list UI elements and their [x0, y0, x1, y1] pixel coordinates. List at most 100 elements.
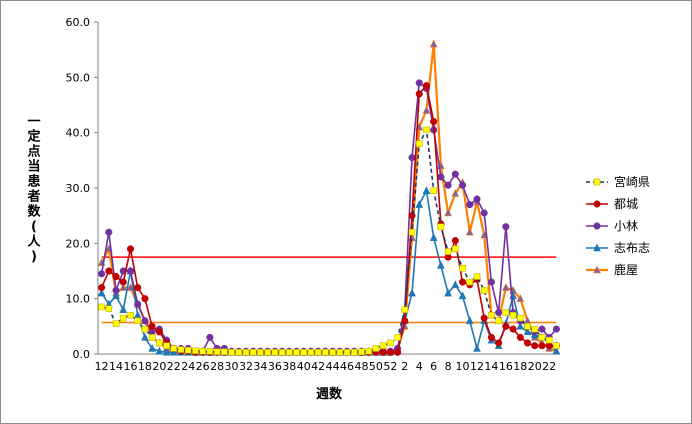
x-tick-label: 32: [239, 360, 253, 373]
data-point: [495, 317, 502, 325]
data-point: [387, 339, 394, 347]
data-point: [523, 327, 532, 336]
x-tick-label: 14: [484, 360, 498, 373]
data-point: [184, 346, 192, 354]
legend-label: 宮崎県: [614, 174, 650, 189]
data-point: [415, 90, 423, 98]
data-point: [538, 334, 546, 341]
data-point: [502, 309, 510, 316]
y-tick-label: 0.0: [73, 348, 91, 361]
data-point: [495, 339, 503, 347]
data-point: [293, 349, 300, 356]
x-tick-label: 48: [354, 360, 368, 373]
data-point: [436, 260, 445, 269]
x-tick-label: 6: [430, 360, 437, 373]
data-point: [242, 349, 250, 356]
data-point: [415, 200, 424, 208]
data-point: [126, 245, 135, 253]
data-point: [422, 82, 431, 90]
data-point: [422, 105, 431, 114]
data-point: [351, 349, 358, 356]
data-point: [538, 325, 546, 333]
data-point: [473, 343, 481, 352]
data-point: [437, 223, 445, 230]
data-point: [415, 140, 423, 147]
data-point: [105, 305, 113, 312]
legend-item: 志布志: [586, 241, 650, 255]
legend-marker: [593, 178, 601, 186]
y-tick-label: 40.0: [66, 127, 91, 140]
legend-label: 都城: [614, 197, 638, 211]
data-point: [415, 79, 423, 87]
series-layer: [97, 39, 561, 356]
data-point: [257, 349, 264, 356]
data-point: [105, 228, 113, 236]
data-point: [271, 349, 279, 356]
data-point: [97, 288, 106, 297]
x-tick-label: 26: [196, 360, 210, 373]
data-point: [444, 248, 452, 255]
data-point: [458, 291, 467, 300]
data-point: [531, 325, 538, 333]
data-point: [488, 312, 495, 319]
data-point: [430, 187, 437, 195]
data-point: [379, 348, 387, 356]
data-point: [141, 332, 149, 341]
data-point: [148, 322, 156, 330]
data-point: [466, 201, 474, 209]
data-point: [134, 300, 142, 308]
data-point: [322, 349, 329, 356]
data-point: [314, 349, 322, 356]
x-tick-label: 10: [456, 360, 470, 373]
data-point: [199, 347, 206, 355]
data-point: [466, 278, 474, 286]
x-tick-label: 36: [268, 360, 282, 373]
data-point: [524, 323, 531, 330]
legend-marker: [593, 243, 601, 252]
x-tick-label: 16: [123, 360, 137, 373]
data-point: [126, 267, 135, 275]
data-point: [141, 325, 149, 333]
data-point: [394, 334, 401, 341]
data-point: [465, 316, 474, 325]
data-point: [473, 195, 481, 203]
legend-label: 鹿屋: [614, 262, 638, 277]
data-point: [98, 303, 105, 311]
data-point: [437, 173, 445, 181]
legend-marker: [593, 222, 601, 230]
data-point: [278, 349, 286, 356]
data-point: [487, 278, 495, 286]
series-line: [100, 81, 558, 353]
data-point: [444, 208, 453, 217]
reference-lines: [101, 256, 557, 324]
x-tick-label: 30: [225, 360, 239, 373]
data-point: [155, 328, 163, 336]
data-point: [155, 346, 164, 355]
x-tick-label: 22: [167, 360, 181, 373]
y-axis-ticks: 0.0 10.0 20.0 30.0 40.0 50.0 60.0: [66, 16, 98, 361]
data-point: [105, 267, 113, 275]
data-point: [473, 273, 481, 280]
data-point: [141, 295, 149, 303]
data-point: [458, 181, 467, 189]
data-point: [358, 348, 365, 356]
data-point: [451, 280, 460, 289]
data-point: [162, 347, 171, 356]
series-1: [98, 126, 560, 356]
data-point: [538, 342, 546, 350]
y-tick-label: 60.0: [66, 16, 91, 29]
data-point: [495, 308, 503, 317]
data-point: [517, 314, 524, 322]
data-point: [444, 288, 453, 297]
data-point: [119, 305, 128, 313]
data-point: [451, 188, 460, 197]
x-tick-label: 12: [95, 360, 109, 373]
data-point: [112, 291, 120, 300]
data-point: [235, 349, 243, 356]
data-point: [206, 333, 214, 341]
data-point: [177, 346, 185, 353]
data-point: [163, 342, 170, 349]
data-point: [465, 227, 474, 236]
